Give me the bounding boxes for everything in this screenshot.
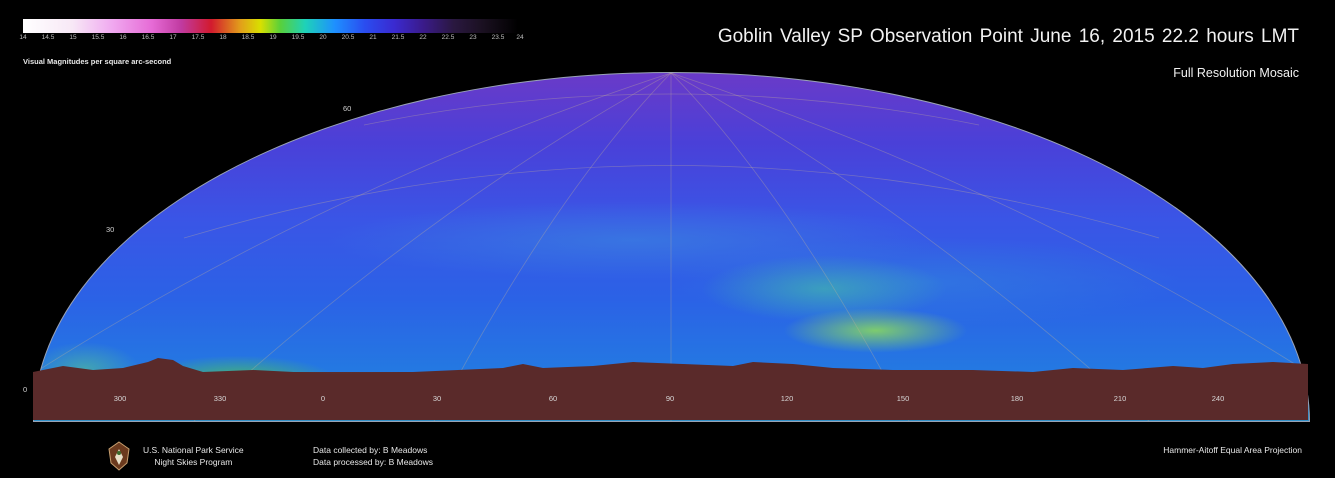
- colorbar-tick: 19.5: [291, 34, 305, 41]
- altitude-label: 30: [106, 225, 115, 234]
- nps-credit: U.S. National Park Service Night Skies P…: [143, 444, 244, 468]
- colorbar-tick: 22.5: [441, 34, 455, 41]
- colorbar-tick: 23.5: [491, 34, 505, 41]
- colorbar-tick: 17.5: [191, 34, 205, 41]
- nps-name: U.S. National Park Service: [143, 445, 244, 455]
- colorbar-tick: 15: [69, 34, 77, 41]
- altitude-label: 0: [23, 385, 28, 394]
- azimuth-label: 150: [896, 394, 910, 403]
- nps-program: Night Skies Program: [154, 457, 233, 467]
- processed-by: Data processed by: B Meadows: [313, 457, 434, 467]
- colorbar-tick: 19: [269, 34, 277, 41]
- horizon-terrain: [33, 358, 1308, 420]
- altitude-line-30: [183, 165, 1160, 239]
- magnitude-colorbar: [23, 19, 518, 33]
- figure-subtitle: Full Resolution Mosaic: [1173, 66, 1299, 80]
- colorbar-tick: 21.5: [391, 34, 405, 41]
- figure-title: Goblin Valley SP Observation Point June …: [717, 26, 1299, 47]
- colorbar-tick: 23: [469, 34, 477, 41]
- colorbar-tick: 16: [119, 34, 127, 41]
- colorbar-tick: 15.5: [91, 34, 105, 41]
- colorbar-tick: 24: [516, 34, 524, 41]
- colorbar-ticks: 14 14.5 15 15.5 16 16.5 17 17.5 18 18.5 …: [18, 34, 528, 44]
- colorbar-caption: Visual Magnitudes per square arc-second: [23, 57, 172, 66]
- colorbar-tick: 21: [369, 34, 377, 41]
- azimuth-label: 180: [1010, 394, 1024, 403]
- azimuth-label: 90: [665, 394, 675, 403]
- azimuth-label: 120: [780, 394, 794, 403]
- colorbar-tick: 20.5: [341, 34, 355, 41]
- colorbar-tick: 14.5: [41, 34, 55, 41]
- colorbar-tick: 18: [219, 34, 227, 41]
- projection-label: Hammer-Aitoff Equal Area Projection: [1163, 445, 1302, 455]
- sky-mosaic: [33, 72, 1310, 422]
- azimuth-label: 60: [548, 394, 558, 403]
- altitude-line-60: [363, 93, 980, 126]
- azimuth-label: 330: [213, 394, 227, 403]
- nps-arrowhead-logo-icon: [108, 441, 130, 471]
- azimuth-label: 210: [1113, 394, 1127, 403]
- azimuth-label: 240: [1211, 394, 1225, 403]
- colorbar-tick: 17: [169, 34, 177, 41]
- azimuth-label: 300: [113, 394, 127, 403]
- data-credits: Data collected by: B Meadows Data proces…: [313, 444, 433, 468]
- coordinate-grid: [34, 73, 1309, 421]
- colorbar-tick: 14: [19, 34, 27, 41]
- colorbar-tick: 22: [419, 34, 427, 41]
- colorbar-tick: 20: [319, 34, 327, 41]
- azimuth-label: 30: [432, 394, 442, 403]
- colorbar-tick: 16.5: [141, 34, 155, 41]
- collected-by: Data collected by: B Meadows: [313, 445, 428, 455]
- colorbar-tick: 18.5: [241, 34, 255, 41]
- azimuth-label: 0: [320, 394, 326, 403]
- altitude-label: 60: [343, 104, 352, 113]
- terrain-silhouette: [33, 358, 1308, 420]
